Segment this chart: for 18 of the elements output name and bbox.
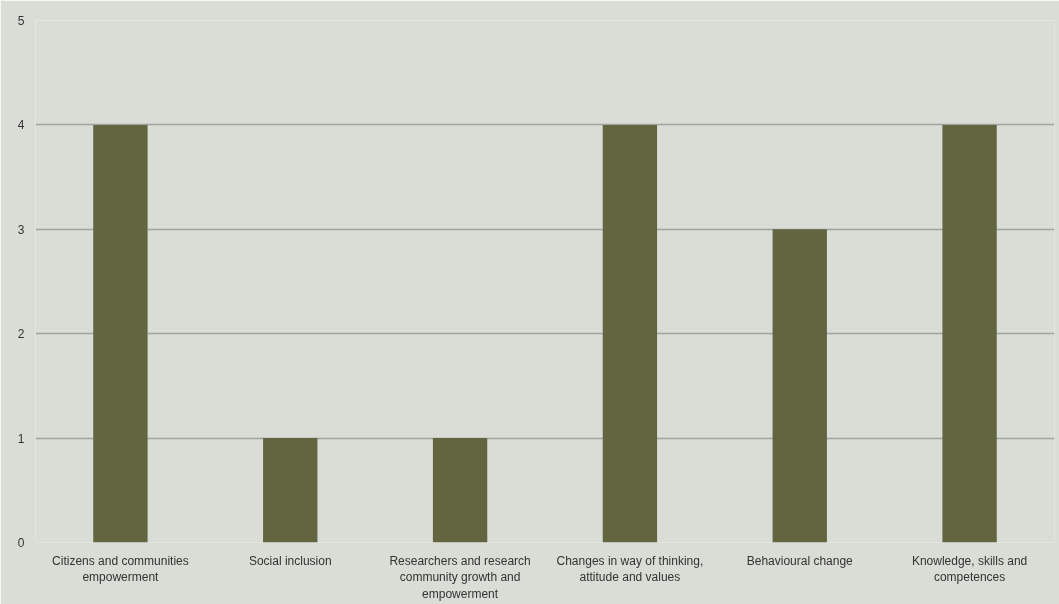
x-tick-label: Social inclusion [248, 553, 332, 568]
bar [263, 438, 318, 543]
x-tick-label: Researchers and research community growth and empowerment [389, 553, 531, 602]
bar [432, 438, 488, 543]
y-tick-label: 3 [17, 222, 25, 237]
bar [772, 229, 827, 543]
x-tick-label: Knowledge, skills and competences [911, 553, 1028, 585]
bar [942, 124, 997, 543]
bar [93, 124, 148, 543]
x-tick-label: Changes in way of thinking, attitude and values [556, 553, 704, 585]
x-tick-label: Behavioural change [746, 553, 854, 568]
y-tick-label: 1 [17, 431, 25, 446]
y-tick-label: 2 [17, 327, 25, 342]
y-tick-label: 5 [17, 14, 25, 28]
y-tick-label: 4 [17, 118, 25, 133]
x-tick-label: Citizens and communities empowerment [52, 553, 189, 585]
y-tick-label: 0 [17, 536, 25, 550]
bar [602, 124, 658, 543]
